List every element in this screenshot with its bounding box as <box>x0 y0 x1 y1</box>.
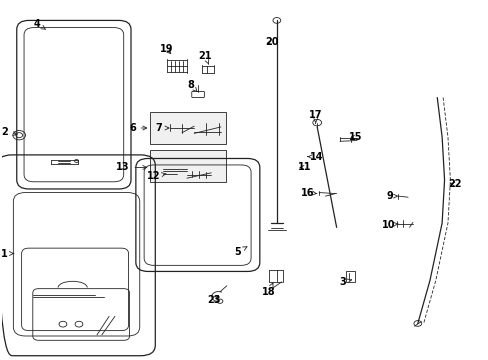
Text: 5: 5 <box>234 247 246 257</box>
Bar <box>150 112 225 144</box>
Bar <box>150 149 225 182</box>
Text: 18: 18 <box>261 283 275 297</box>
Text: 12: 12 <box>147 171 166 181</box>
Text: 20: 20 <box>264 37 278 47</box>
Text: 8: 8 <box>187 80 197 92</box>
Text: 15: 15 <box>348 132 362 142</box>
Text: 10: 10 <box>381 220 397 230</box>
Text: 21: 21 <box>198 51 212 64</box>
Text: 23: 23 <box>206 295 220 305</box>
Text: 9: 9 <box>386 191 397 201</box>
Text: 3: 3 <box>338 277 351 287</box>
Text: 16: 16 <box>300 188 316 198</box>
Text: 14: 14 <box>307 152 323 162</box>
Text: 2: 2 <box>1 127 17 136</box>
Text: 19: 19 <box>160 44 173 54</box>
Text: 1: 1 <box>1 248 14 258</box>
Text: 17: 17 <box>308 111 322 123</box>
Text: 6: 6 <box>129 123 146 133</box>
Bar <box>346 271 354 282</box>
Text: 11: 11 <box>297 162 311 172</box>
Text: 7: 7 <box>155 123 169 133</box>
Text: 4: 4 <box>34 19 45 30</box>
Text: 22: 22 <box>447 179 461 189</box>
Text: 13: 13 <box>116 162 146 172</box>
